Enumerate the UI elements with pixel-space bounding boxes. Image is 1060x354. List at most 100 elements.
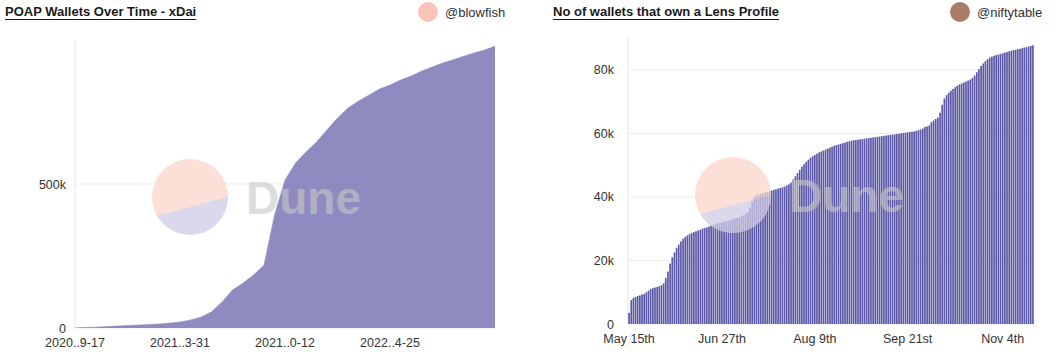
bar bbox=[695, 231, 697, 324]
bar bbox=[995, 55, 997, 324]
bar bbox=[959, 84, 961, 324]
bar bbox=[853, 140, 855, 324]
bar bbox=[706, 227, 708, 324]
bar bbox=[723, 222, 725, 324]
bar bbox=[857, 140, 859, 324]
x-tick-label: Aug 9th bbox=[793, 332, 836, 346]
bar bbox=[779, 188, 781, 324]
bar bbox=[980, 66, 982, 324]
bar bbox=[903, 133, 905, 324]
bar bbox=[708, 226, 710, 324]
bar bbox=[915, 131, 917, 324]
bar bbox=[678, 245, 680, 324]
bar bbox=[978, 69, 980, 324]
bar bbox=[771, 191, 773, 324]
bar bbox=[1013, 50, 1015, 324]
watermark bbox=[145, 159, 235, 242]
watermark-logo-lower bbox=[145, 195, 235, 242]
bar bbox=[738, 217, 740, 324]
bar bbox=[928, 125, 930, 324]
bar bbox=[639, 295, 641, 324]
bar bbox=[637, 296, 639, 324]
bar bbox=[956, 86, 958, 324]
bar bbox=[671, 257, 673, 324]
chart-0: POAP Wallets Over Time - xDai@blowfish05… bbox=[5, 2, 505, 350]
bar bbox=[851, 141, 853, 324]
bar bbox=[773, 190, 775, 324]
bar bbox=[937, 117, 939, 324]
bar bbox=[775, 189, 777, 324]
x-tick-label: Sep 21st bbox=[883, 332, 933, 346]
bar bbox=[900, 133, 902, 324]
bar bbox=[931, 122, 933, 324]
bar bbox=[868, 138, 870, 324]
bar bbox=[691, 233, 693, 324]
bar bbox=[689, 234, 691, 324]
bar bbox=[879, 137, 881, 324]
bar bbox=[648, 291, 650, 324]
bar bbox=[702, 229, 704, 324]
y-tick-label: 0 bbox=[59, 322, 66, 336]
bar bbox=[669, 264, 671, 324]
y-tick-label: 0 bbox=[607, 318, 614, 332]
bar bbox=[658, 286, 660, 324]
chart-1: No of wallets that own a Lens Profile @ni… bbox=[553, 2, 1042, 346]
bar bbox=[654, 287, 656, 324]
bar bbox=[667, 272, 669, 324]
bar bbox=[881, 136, 883, 324]
bar bbox=[924, 127, 926, 324]
bar bbox=[941, 105, 943, 324]
y-axis-line bbox=[628, 38, 629, 324]
bar bbox=[652, 288, 654, 324]
area bbox=[75, 46, 495, 328]
bar bbox=[948, 93, 950, 324]
bar bbox=[926, 126, 928, 324]
bar bbox=[1000, 54, 1002, 324]
bar bbox=[784, 186, 786, 324]
bar bbox=[946, 95, 948, 324]
bar bbox=[922, 129, 924, 324]
chart-title: POAP Wallets Over Time - xDai bbox=[5, 4, 196, 19]
bar bbox=[939, 113, 941, 324]
bar bbox=[661, 285, 663, 324]
bar bbox=[1008, 51, 1010, 324]
bar bbox=[730, 220, 732, 324]
bar bbox=[961, 83, 963, 324]
x-tick-label: Nov 4th bbox=[981, 332, 1024, 346]
bar bbox=[710, 225, 712, 324]
bar bbox=[911, 132, 913, 324]
bar bbox=[944, 98, 946, 324]
bar bbox=[1028, 47, 1030, 324]
bar bbox=[1017, 49, 1019, 324]
x-tick-label: Jun 27th bbox=[698, 332, 746, 346]
author-avatar bbox=[418, 2, 438, 22]
bar bbox=[954, 87, 956, 324]
bar bbox=[866, 138, 868, 324]
bar bbox=[859, 139, 861, 324]
y-tick-label: 20k bbox=[594, 254, 615, 268]
bar bbox=[991, 57, 993, 324]
bar bbox=[646, 292, 648, 324]
bar bbox=[894, 134, 896, 324]
bar bbox=[935, 119, 937, 324]
chart-title: No of wallets that own a Lens Profile bbox=[553, 4, 779, 19]
bar bbox=[885, 136, 887, 324]
bar bbox=[769, 191, 771, 324]
bar bbox=[913, 131, 915, 324]
bar bbox=[643, 294, 645, 324]
bar bbox=[704, 228, 706, 324]
bar bbox=[682, 239, 684, 324]
bar bbox=[777, 189, 779, 324]
bar bbox=[684, 237, 686, 324]
bar bbox=[1023, 48, 1025, 324]
author: @niftytable bbox=[977, 5, 1042, 20]
bar bbox=[715, 224, 717, 324]
x-tick-label: 2021..3-31 bbox=[150, 336, 210, 350]
bar bbox=[967, 81, 969, 324]
bar bbox=[920, 130, 922, 324]
y-tick-label: 500k bbox=[39, 178, 67, 192]
bar bbox=[877, 137, 879, 324]
bar bbox=[1032, 45, 1034, 324]
bar bbox=[896, 134, 898, 324]
bar bbox=[905, 133, 907, 324]
